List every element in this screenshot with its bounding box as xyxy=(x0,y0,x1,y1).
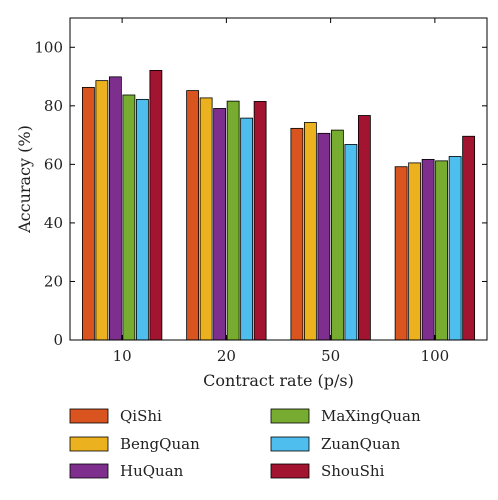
legend-swatch-qishi xyxy=(69,408,109,424)
bar-bengquan-100 xyxy=(408,162,422,341)
bars-layer xyxy=(81,70,476,341)
bar-shoushi-100 xyxy=(462,135,476,341)
bar-zuanquan-50 xyxy=(344,144,358,341)
legend-swatch-shoushi xyxy=(270,463,310,479)
legend: QiShi BengQuan HuQuan MaXingQuan ZuanQuan Sho… xyxy=(69,407,421,480)
y-tick-label: 100 xyxy=(34,38,63,56)
axes-layer xyxy=(69,17,488,341)
legend-label-qishi: QiShi xyxy=(120,407,162,425)
legend-label-huquan: HuQuan xyxy=(120,462,184,480)
bar-huquan-10 xyxy=(108,76,122,341)
bar-zuanquan-20 xyxy=(240,117,254,341)
legend-swatch-maxingquan xyxy=(270,408,310,424)
x-tick-label: 10 xyxy=(113,347,132,365)
bar-maxingquan-100 xyxy=(435,160,449,341)
legend-swatch-zuanquan xyxy=(270,436,310,452)
bar-bengquan-20 xyxy=(199,97,213,341)
bar-bengquan-50 xyxy=(303,122,317,341)
legend-swatch-bengquan xyxy=(69,436,109,452)
y-axis-label: Accuracy (%) xyxy=(15,125,34,234)
bar-shoushi-10 xyxy=(149,70,163,341)
bar-qishi-100 xyxy=(394,166,408,341)
bar-shoushi-50 xyxy=(357,115,371,341)
plot-frame xyxy=(69,17,488,341)
legend-label-bengquan: BengQuan xyxy=(120,435,200,453)
y-tick-label: 80 xyxy=(44,97,63,115)
bar-maxingquan-20 xyxy=(226,100,240,341)
bar-zuanquan-10 xyxy=(135,98,149,341)
x-tick-label: 50 xyxy=(321,347,340,365)
bar-maxingquan-10 xyxy=(122,94,136,341)
bar-bengquan-10 xyxy=(95,80,109,341)
bar-qishi-10 xyxy=(81,86,95,341)
bar-huquan-20 xyxy=(213,108,227,341)
bar-qishi-20 xyxy=(186,90,200,341)
bar-huquan-50 xyxy=(317,132,331,341)
legend-label-zuanquan: ZuanQuan xyxy=(321,435,401,453)
bar-qishi-50 xyxy=(290,127,304,341)
legend-label-shoushi: ShouShi xyxy=(321,462,385,480)
legend-label-maxingquan: MaXingQuan xyxy=(321,407,421,425)
x-tick-label: 100 xyxy=(421,347,450,365)
x-tick-label: 20 xyxy=(217,347,236,365)
bar-shoushi-20 xyxy=(253,101,267,341)
bar-huquan-100 xyxy=(421,158,435,341)
y-tick-label: 20 xyxy=(44,272,63,290)
y-tick-label: 0 xyxy=(53,331,63,349)
legend-swatch-huquan xyxy=(69,463,109,479)
ticks-layer: 0 20 40 60 80 100 10 20 50 100 xyxy=(34,18,487,365)
y-tick-label: 60 xyxy=(44,155,63,173)
y-tick-label: 40 xyxy=(44,214,63,232)
x-axis-label: Contract rate (p/s) xyxy=(203,371,354,390)
bar-zuanquan-100 xyxy=(448,156,462,341)
bar-maxingquan-50 xyxy=(330,129,344,341)
